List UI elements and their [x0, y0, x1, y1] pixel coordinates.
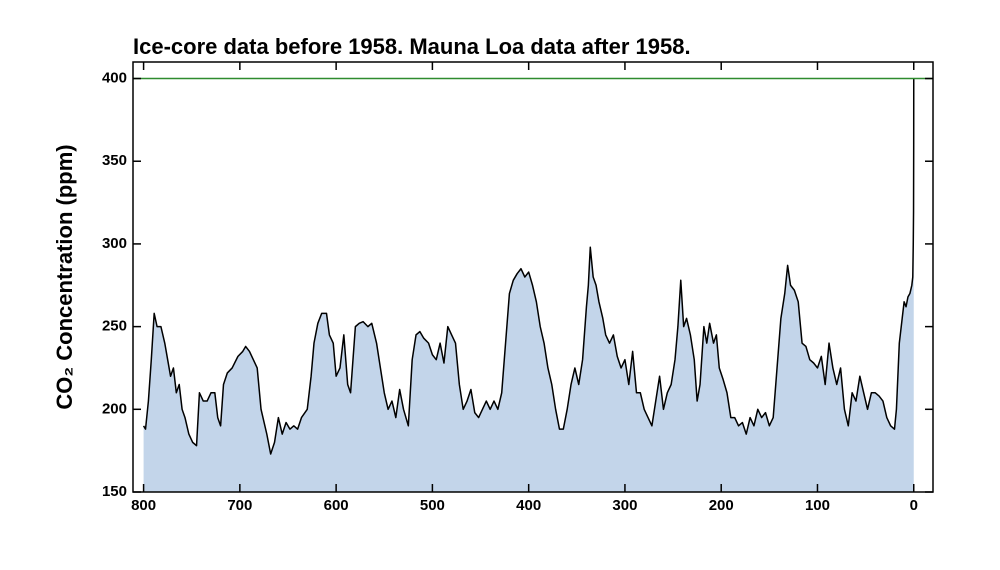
y-tick-label: 400	[102, 70, 127, 87]
x-tick-label: 500	[420, 497, 445, 514]
x-tick-label: 100	[805, 497, 830, 514]
y-axis-label: CO₂ Concentration (ppm)	[52, 144, 77, 409]
x-tick-label: 300	[612, 497, 637, 514]
x-tick-label: 400	[516, 497, 541, 514]
y-tick-label: 200	[102, 400, 127, 417]
x-tick-label: 600	[324, 497, 349, 514]
x-tick-label: 800	[131, 497, 156, 514]
x-tick-label: 200	[709, 497, 734, 514]
y-tick-label: 350	[102, 152, 127, 169]
area-fill	[143, 78, 914, 492]
y-tick-label: 300	[102, 235, 127, 252]
x-tick-label: 700	[227, 497, 252, 514]
x-tick-label: 0	[910, 497, 918, 514]
plot-frame	[132, 61, 934, 493]
chart-title: Ice-core data before 1958. Mauna Loa dat…	[133, 34, 691, 59]
y-tick-label: 250	[102, 318, 127, 335]
y-tick-label: 150	[102, 483, 127, 500]
data-line	[142, 78, 915, 455]
